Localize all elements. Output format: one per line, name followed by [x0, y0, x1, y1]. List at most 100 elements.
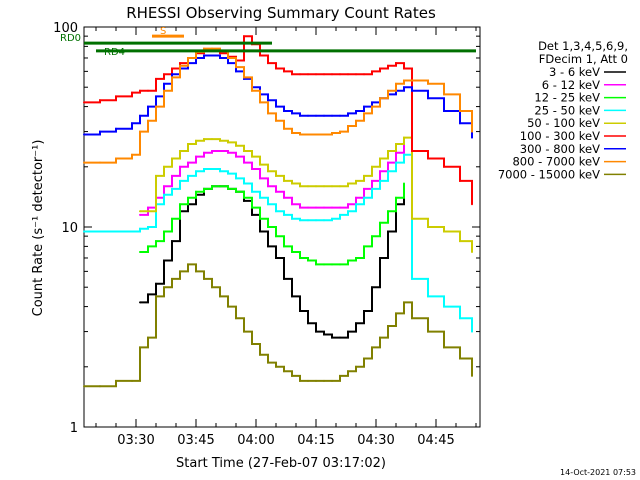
series-3-point-6	[171, 187, 173, 190]
series-4-point-24	[331, 185, 333, 188]
series-8-point-6	[155, 295, 157, 298]
series-8-point-14	[219, 295, 221, 298]
series-2-point-8	[203, 187, 205, 190]
series-2-point-5	[179, 203, 181, 206]
series-8-point-4	[139, 346, 141, 349]
legend: Det 1,3,4,5,6,9,FDecim 1, Att 03 - 6 keV…	[498, 39, 628, 181]
series-1-point-6	[187, 161, 189, 164]
series-8-point-39	[427, 330, 429, 333]
series-6-point-30	[347, 112, 349, 115]
series-0-point-4	[171, 240, 173, 243]
series-2-point-1	[147, 245, 149, 248]
series-3-point-40	[471, 330, 473, 333]
series-0-point-1	[147, 293, 149, 296]
series-0-point-28	[363, 310, 365, 312]
series-0-point-13	[243, 199, 245, 202]
series-3-point-13	[227, 172, 229, 175]
series-2-point-2	[155, 240, 157, 243]
legend-label-5: 100 - 300 keV	[520, 129, 600, 143]
series-6-point-33	[371, 101, 373, 104]
series-6-point-8	[171, 73, 173, 76]
series-1-point-14	[251, 168, 253, 170]
series-3-point-24	[315, 219, 317, 222]
series-4-point-2	[155, 174, 157, 177]
series-7-point-28	[331, 132, 333, 134]
series-1-point-1	[147, 206, 149, 209]
series-6-point-3	[131, 122, 133, 125]
series-4-point-34	[411, 217, 413, 220]
series-8-point-28	[331, 379, 333, 382]
series-5-point-24	[299, 73, 301, 76]
series-6-point-13	[211, 54, 213, 57]
series-7-point-8	[171, 76, 173, 79]
flag-label-1: RD4	[104, 47, 125, 58]
series-2-point-24	[331, 263, 333, 266]
legend-label-8: 7000 - 15000 keV	[498, 167, 600, 181]
series-6-point-32	[363, 105, 365, 108]
series-1-point-29	[371, 179, 373, 182]
series-5-point-37	[403, 67, 405, 70]
x-tick-label-2: 04:00	[237, 433, 274, 448]
series-6-point-39	[427, 97, 429, 100]
series-8-point-41	[459, 357, 461, 360]
series-3-point-20	[283, 213, 285, 216]
series-4-point-20	[299, 185, 301, 188]
series-4-point-32	[395, 143, 397, 145]
series-7-point-25	[307, 133, 309, 136]
series-line-4	[140, 136, 473, 252]
series-1-point-9	[211, 150, 213, 152]
series-3-point-11	[211, 168, 213, 170]
series-7-point-34	[379, 97, 381, 100]
y-axis-title-group: Count Rate (s⁻¹ detector⁻¹)	[31, 140, 46, 317]
series-5-point-29	[339, 73, 341, 76]
series-3-point-17	[259, 196, 261, 199]
series-7-point-30	[347, 125, 349, 127]
series-4-point-30	[379, 157, 381, 160]
series-6-point-22	[283, 110, 285, 112]
series-8-point-3	[131, 379, 133, 382]
series-2-point-11	[227, 187, 229, 190]
flag-label-0: RD0	[60, 33, 81, 44]
series-8-point-1	[99, 385, 101, 388]
series-4-point-35	[427, 226, 429, 228]
series-6-point-16	[235, 70, 237, 73]
series-8-point-11	[195, 270, 197, 273]
series-4-point-31	[387, 150, 389, 152]
series-3-point-8	[187, 174, 189, 177]
series-8-point-12	[203, 277, 205, 280]
series-1-point-26	[347, 203, 349, 206]
series-5-point-26	[315, 73, 317, 76]
x-tick-label-3: 04:15	[297, 433, 334, 448]
series-0-point-22	[315, 330, 317, 333]
series-5-point-7	[163, 73, 165, 76]
series-2-point-30	[379, 221, 381, 224]
series-3-point-15	[243, 182, 245, 185]
series-2-point-32	[395, 196, 397, 199]
y-tick-label-0: 1	[70, 421, 78, 436]
series-6-point-6	[155, 95, 157, 98]
series-6-point-21	[275, 105, 277, 108]
series-3-point-25	[323, 219, 325, 222]
series-6-point-15	[227, 62, 229, 65]
series-5-point-17	[243, 35, 245, 38]
series-3-point-19	[275, 210, 277, 213]
series-7-point-21	[275, 119, 277, 122]
series-7-point-9	[179, 64, 181, 67]
series-2-point-27	[355, 257, 357, 259]
series-7-point-35	[387, 89, 389, 92]
series-4-point-26	[347, 182, 349, 185]
series-5-point-31	[355, 73, 357, 76]
series-1-point-27	[355, 196, 357, 199]
series-3-point-29	[355, 203, 357, 206]
series-7-point-40	[443, 93, 445, 96]
series-6-point-12	[203, 54, 205, 57]
series-8-point-34	[379, 336, 381, 339]
series-6-point-27	[323, 114, 325, 117]
series-7-point-3	[131, 153, 133, 156]
series-4-point-19	[291, 182, 293, 185]
series-7-point-39	[427, 82, 429, 85]
series-8-point-10	[187, 263, 189, 266]
series-3-point-7	[179, 179, 181, 182]
series-3-point-27	[339, 213, 341, 216]
series-5-point-22	[283, 70, 285, 73]
